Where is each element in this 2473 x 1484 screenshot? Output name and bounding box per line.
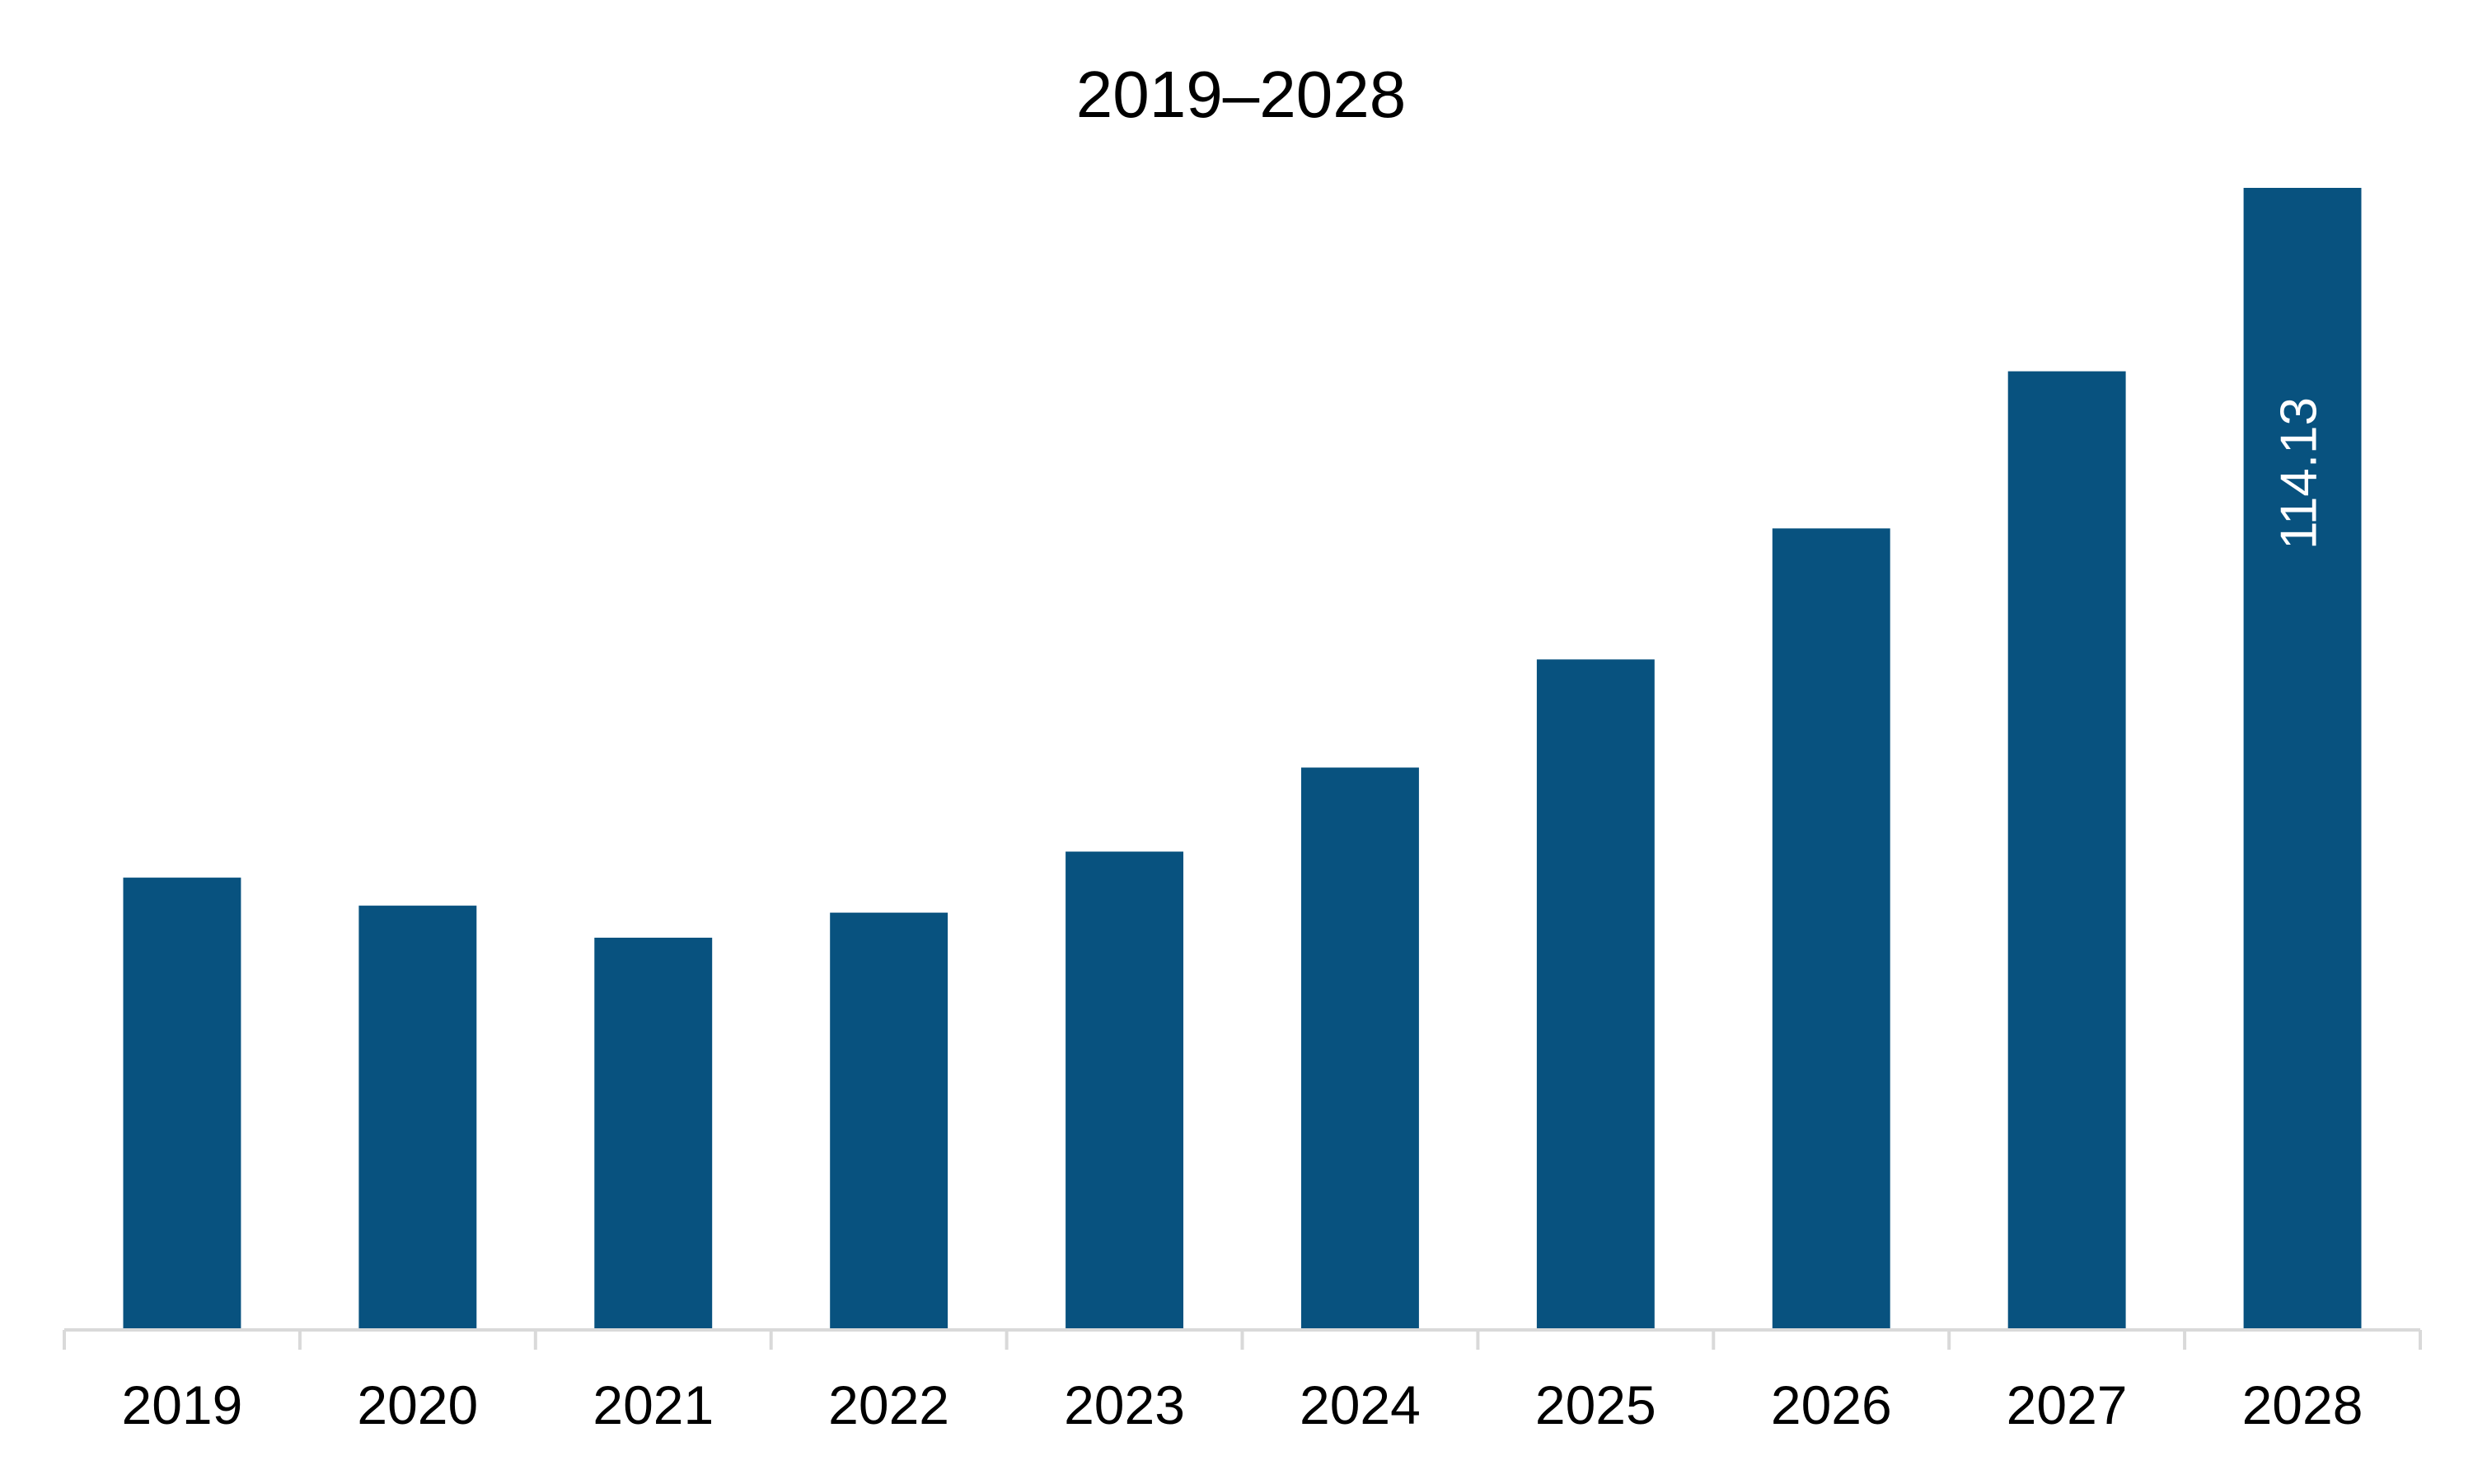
bar-2023 (1066, 851, 1183, 1330)
chart-title: 2019–2028 (1076, 58, 1406, 131)
bar-2019 (123, 878, 241, 1330)
x-tick-labels: 2019 2020 2021 2022 2023 2024 2025 2026 2027 2028 (121, 1374, 2363, 1435)
bars-group (123, 188, 2362, 1331)
x-tick-label-2022: 2022 (828, 1374, 949, 1435)
x-tick-label-2025: 2025 (1535, 1374, 1656, 1435)
bar-2021 (594, 938, 713, 1330)
x-tick-label-2020: 2020 (357, 1374, 478, 1435)
x-tick-label-2027: 2027 (2007, 1374, 2128, 1435)
data-label-2028: 114.13 (2270, 397, 2327, 550)
bar-2028 (2243, 188, 2362, 1330)
x-tick-label-2024: 2024 (1300, 1374, 1421, 1435)
x-tick-label-2028: 2028 (2242, 1374, 2363, 1435)
data-labels-group: 114.13 (2270, 397, 2327, 550)
x-tick-label-2026: 2026 (1771, 1374, 1892, 1435)
bar-2026 (1772, 528, 1890, 1330)
bar-2027 (2007, 371, 2126, 1331)
x-tick-label-2023: 2023 (1064, 1374, 1185, 1435)
x-axis (63, 1328, 2422, 1350)
bar-2020 (358, 906, 477, 1330)
x-tick-label-2021: 2021 (592, 1374, 714, 1435)
bar-2025 (1536, 659, 1655, 1330)
x-tick-label-2019: 2019 (121, 1374, 242, 1435)
bar-2024 (1301, 767, 1419, 1330)
bar-2022 (830, 912, 948, 1330)
